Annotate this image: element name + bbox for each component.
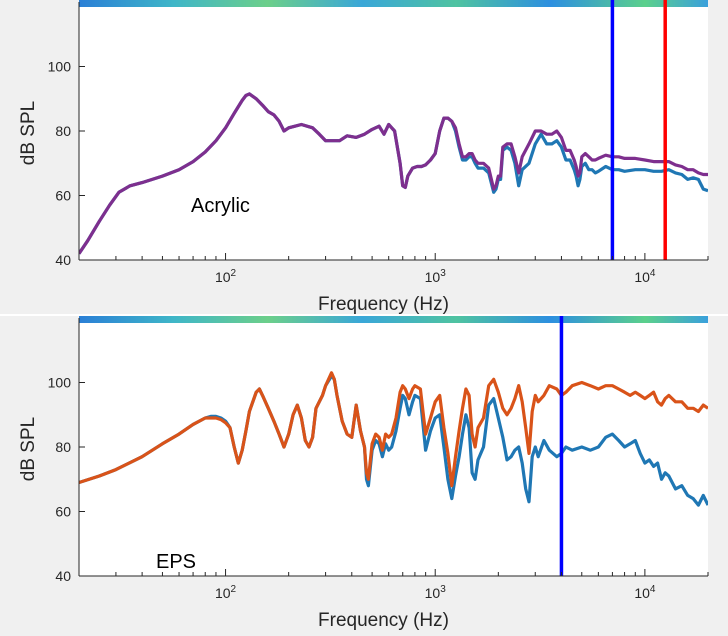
y-tick-label: 80 xyxy=(55,439,71,455)
acrylic-chart-panel: 40 60 80 100 102 103 104 Frequency (Hz) dB SPL Ac… xyxy=(0,0,728,314)
y-axis-label: dB SPL xyxy=(18,417,39,481)
y-tick-label: 80 xyxy=(55,123,71,139)
y-axis-label: dB SPL xyxy=(18,101,39,165)
x-tick-label: 104 xyxy=(634,268,656,285)
acrylic-chart: 40 60 80 100 102 103 104 Frequency (Hz) dB SPL Ac… xyxy=(18,0,709,314)
plot-area xyxy=(79,318,708,576)
x-tick-label: 102 xyxy=(215,584,237,601)
x-axis-label: Frequency (Hz) xyxy=(318,610,449,631)
y-tick-label: 40 xyxy=(55,252,71,268)
series-line-2 xyxy=(79,92,708,255)
x-axis-label: Frequency (Hz) xyxy=(318,294,449,314)
y-tick-label: 100 xyxy=(48,375,72,391)
plot-lines xyxy=(79,92,708,255)
chart-annotation: Acrylic xyxy=(191,195,250,217)
x-tick-label: 103 xyxy=(425,584,447,601)
y-tick-label: 60 xyxy=(55,188,71,204)
eps-chart-panel: 40 60 80 100 102 103 104 Frequency (Hz) dB SPL EP… xyxy=(0,316,728,636)
x-tick-label: 103 xyxy=(425,268,447,285)
colormap-strip xyxy=(79,316,708,323)
y-tick-label: 100 xyxy=(48,59,72,75)
colormap-strip xyxy=(79,0,708,7)
series-line-2 xyxy=(79,371,708,488)
y-tick-label: 40 xyxy=(55,568,71,584)
plot-lines xyxy=(79,371,708,507)
x-tick-label: 102 xyxy=(215,268,237,285)
panel-divider xyxy=(0,314,728,316)
eps-chart: 40 60 80 100 102 103 104 Frequency (Hz) dB SPL EP… xyxy=(18,316,709,631)
y-tick-label: 60 xyxy=(55,504,71,520)
chart-annotation: EPS xyxy=(156,551,196,573)
x-tick-label: 104 xyxy=(634,584,656,601)
